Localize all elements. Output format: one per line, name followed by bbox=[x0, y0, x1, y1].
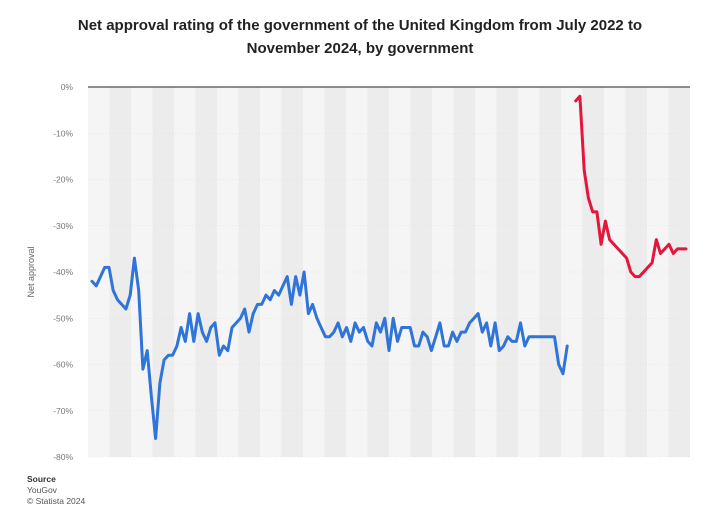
grid-band bbox=[195, 87, 217, 457]
series-line bbox=[90, 256, 535, 440]
series-lines bbox=[90, 94, 688, 440]
grid-band bbox=[238, 87, 260, 457]
chart-title: Net approval rating of the government of… bbox=[60, 14, 660, 60]
chart-title-line-2: November 2024, by government bbox=[246, 40, 474, 57]
series-line-tail bbox=[531, 335, 569, 376]
source-footer: Source YouGov © Statista 2024 bbox=[27, 474, 85, 507]
y-tick-label: -10% bbox=[53, 128, 73, 138]
grid-band bbox=[475, 87, 497, 457]
grid-band bbox=[647, 87, 669, 457]
grid-band bbox=[109, 87, 131, 457]
y-tick-label: -30% bbox=[53, 221, 73, 231]
grid-band bbox=[518, 87, 540, 457]
grid-band bbox=[453, 87, 475, 457]
grid-band bbox=[625, 87, 647, 457]
grid-band bbox=[604, 87, 626, 457]
y-tick-label: -80% bbox=[53, 452, 73, 462]
y-tick-label: -60% bbox=[53, 360, 73, 370]
y-axis-label: Net approval bbox=[26, 246, 36, 298]
y-tick-label: -50% bbox=[53, 313, 73, 323]
chart-title-line-1: Net approval rating of the government of… bbox=[77, 17, 643, 34]
grid-band bbox=[324, 87, 346, 457]
y-axis-ticks: 0% -10% -20% -30% -40% -50% -60% -70% -80% bbox=[53, 82, 690, 462]
source-name: YouGov bbox=[27, 485, 57, 495]
grid-band bbox=[496, 87, 518, 457]
grid-band bbox=[217, 87, 239, 457]
source-heading: Source bbox=[27, 474, 56, 484]
y-tick-label: 0% bbox=[61, 82, 74, 92]
grid-band bbox=[260, 87, 282, 457]
copyright: © Statista 2024 bbox=[27, 496, 86, 506]
y-tick-label: -70% bbox=[53, 406, 73, 416]
grid-band bbox=[346, 87, 368, 457]
grid-band bbox=[582, 87, 604, 457]
y-tick-label: -20% bbox=[53, 175, 73, 185]
grid-band bbox=[367, 87, 389, 457]
grid-band bbox=[88, 87, 110, 457]
y-tick-label: -40% bbox=[53, 267, 73, 277]
series-line bbox=[574, 94, 688, 279]
grid-band bbox=[389, 87, 411, 457]
